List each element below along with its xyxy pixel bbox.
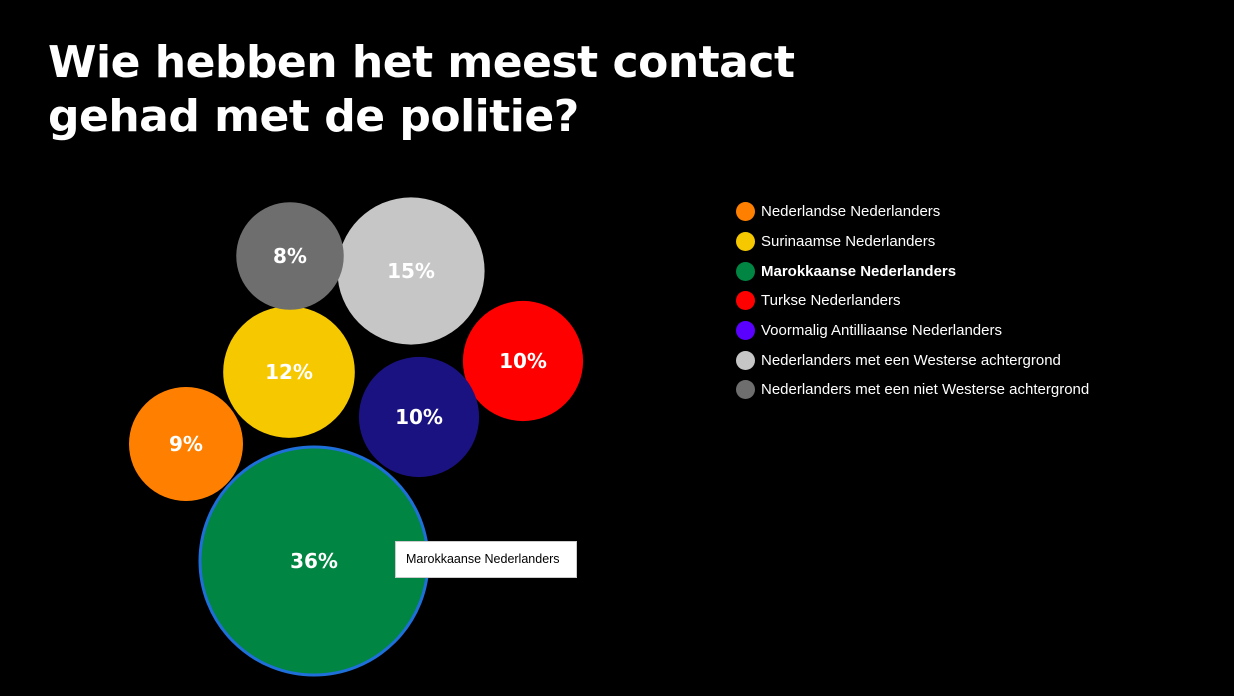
bubble-circle[interactable]	[358, 356, 480, 478]
bubble-value-label: 36%	[290, 549, 338, 573]
bubble-value-label: 12%	[265, 360, 313, 384]
bubble-circle[interactable]	[462, 300, 584, 422]
legend-label: Surinaamse Nederlanders	[761, 233, 936, 251]
bubble-circle[interactable]	[129, 387, 243, 501]
bubble-value-label: 10%	[395, 405, 443, 429]
legend-label: Turkse Nederlanders	[761, 292, 901, 310]
legend-swatch	[736, 202, 755, 222]
legend-swatch	[736, 350, 755, 370]
bubble-nederlandse-nederlanders[interactable]: 9%	[129, 387, 243, 501]
legend-label: Voormalig Antilliaanse Nederlanders	[761, 322, 1002, 340]
legend-item-voormalig-antilliaanse-nederlanders[interactable]: Voormalig Antilliaanse Nederlanders	[736, 316, 1089, 346]
bubble-circle[interactable]	[223, 306, 355, 438]
legend-item-nederlanders-met-een-niet-westerse-achtergrond[interactable]: Nederlanders met een niet Westerse achte…	[736, 375, 1089, 405]
bubble-value-label: 15%	[387, 259, 435, 283]
bubble-value-label: 8%	[273, 244, 307, 268]
legend-swatch	[736, 321, 755, 341]
legend-item-turkse-nederlanders[interactable]: Turkse Nederlanders	[736, 286, 1089, 316]
chart-title: Wie hebben het meest contact gehad met d…	[48, 37, 795, 142]
legend-item-marokkaanse-nederlanders[interactable]: Marokkaanse Nederlanders	[736, 256, 1089, 286]
legend-label: Nederlanders met een niet Westerse achte…	[761, 381, 1090, 399]
bubble-marokkaanse-nederlanders[interactable]: 36%	[198, 445, 430, 677]
bubble-nederlanders-met-een-westerse-achtergrond[interactable]: 15%	[337, 197, 485, 345]
bubble-circle[interactable]	[236, 202, 344, 310]
legend-item-surinaamse-nederlanders[interactable]: Surinaamse Nederlanders	[736, 227, 1089, 257]
chart-tooltip: Marokkaanse Nederlanders	[395, 541, 577, 578]
legend-swatch	[736, 291, 755, 311]
legend-label: Nederlandse Nederlanders	[761, 203, 941, 221]
legend-item-nederlanders-met-een-westerse-achtergrond[interactable]: Nederlanders met een Westerse achtergron…	[736, 345, 1089, 375]
bubble-turkse-nederlanders[interactable]: 10%	[462, 300, 584, 422]
legend-label: Nederlanders met een Westerse achtergron…	[761, 351, 1061, 369]
legend-label: Marokkaanse Nederlanders	[761, 262, 957, 280]
legend-swatch	[736, 380, 755, 400]
legend-swatch	[736, 261, 755, 281]
bubble-value-label: 10%	[499, 349, 547, 373]
bubble-nederlanders-met-een-niet-westerse-achtergrond[interactable]: 8%	[236, 202, 344, 310]
bubble-surinaamse-nederlanders[interactable]: 12%	[223, 306, 355, 438]
chart-legend: Nederlandse Nederlanders Surinaamse Neder…	[736, 197, 1089, 405]
bubble-value-label: 9%	[169, 432, 203, 456]
bubble-chart[interactable]: 9% 12% 36% 10% 10% 15% 8%	[0, 0, 700, 696]
legend-swatch	[736, 232, 755, 252]
bubble-voormalig-antilliaanse-nederlanders[interactable]: 10%	[358, 356, 480, 478]
bubble-circle[interactable]	[337, 197, 485, 345]
legend-item-nederlandse-nederlanders[interactable]: Nederlandse Nederlanders	[736, 197, 1089, 227]
